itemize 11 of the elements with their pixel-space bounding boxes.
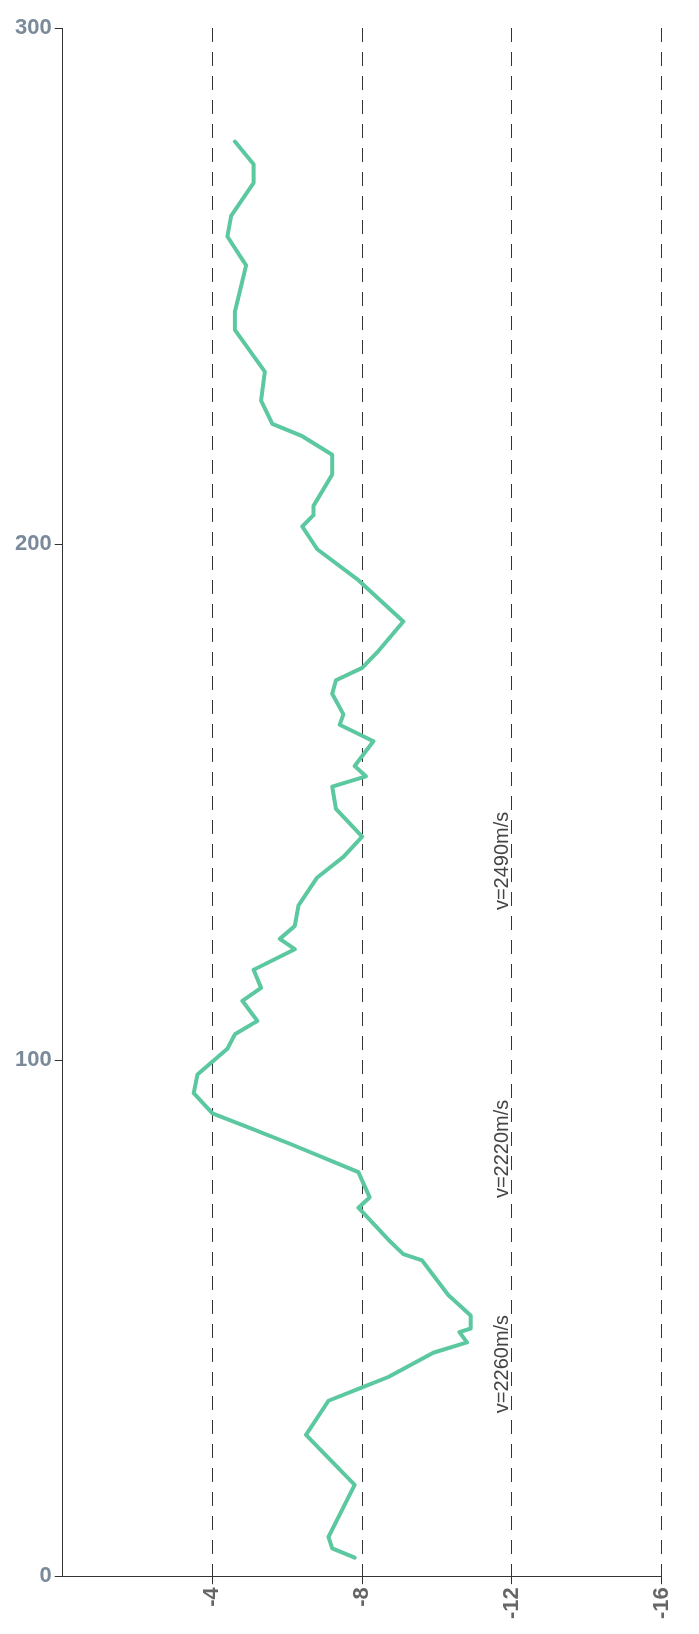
annotation: v=2490m/s (489, 811, 512, 911)
annotation: v=2260m/s (489, 1314, 512, 1414)
y-tick-label: 100 (14, 1046, 52, 1072)
x-tick-label: -8 (348, 1587, 374, 1607)
y-tick-label: 0 (39, 1562, 52, 1588)
x-tick-label: -4 (198, 1586, 224, 1607)
x-tick-label: -16 (647, 1587, 673, 1619)
y-tick-label: 300 (14, 14, 52, 40)
y-tick-label: 200 (14, 530, 52, 556)
annotation: v=2220m/s (489, 1099, 512, 1199)
x-tick-label: -12 (497, 1587, 523, 1619)
